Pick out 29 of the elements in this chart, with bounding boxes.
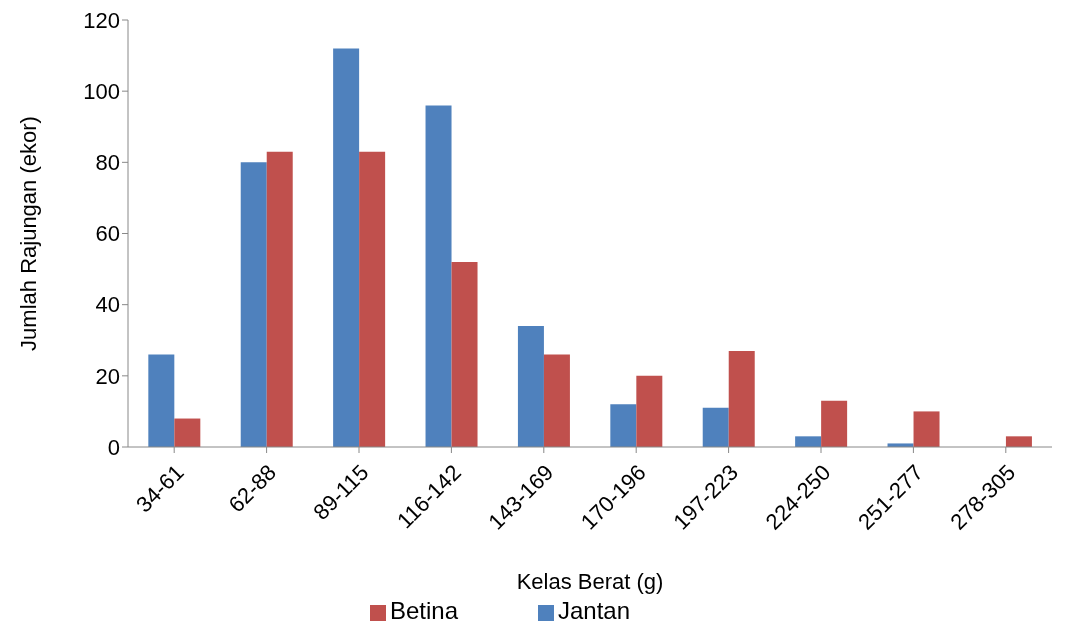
legend-label: Betina [389,597,458,624]
bar [1005,436,1032,447]
x-axis-title: Kelas Berat (g) [516,569,664,594]
bar [702,407,729,447]
bar [266,151,293,447]
bar [359,151,386,447]
y-tick-label: 20 [95,363,120,389]
bar [451,261,478,447]
bar [425,105,452,447]
bar [333,48,360,447]
y-tick-label: 120 [83,7,120,33]
y-tick-label: 60 [95,221,120,247]
bar [913,411,940,447]
y-tick-label: 100 [83,78,120,104]
bar [795,436,822,447]
bar [543,354,570,447]
bar [610,404,637,447]
bar [240,162,267,447]
bar [636,375,663,447]
y-tick-label: 80 [95,150,120,176]
y-tick-label: 0 [107,434,120,460]
bar [728,350,755,447]
y-tick-label: 40 [95,292,120,318]
legend-label: Jantan [558,597,631,624]
bar [174,418,201,447]
bar [148,354,175,447]
bar [517,326,544,447]
y-axis-title: Jumlah Rajungan (ekor) [15,116,41,351]
bar [821,400,848,447]
